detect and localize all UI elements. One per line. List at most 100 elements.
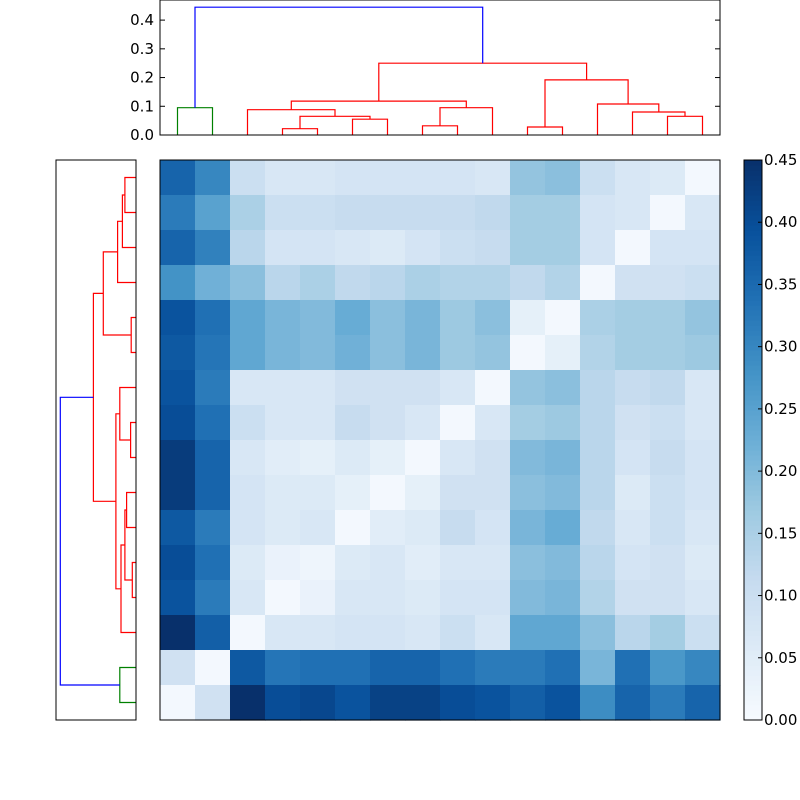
colorbar-segment bbox=[744, 685, 762, 691]
colorbar-segment bbox=[744, 640, 762, 646]
heatmap-cell bbox=[685, 370, 721, 406]
colorbar-segment bbox=[744, 595, 762, 601]
heatmap-cell bbox=[685, 440, 721, 476]
colorbar-segment bbox=[744, 550, 762, 556]
colorbar-segment bbox=[744, 590, 762, 596]
heatmap-cell bbox=[335, 615, 371, 651]
heatmap-cell bbox=[370, 405, 406, 441]
heatmap-cell bbox=[195, 370, 231, 406]
colorbar-segment bbox=[744, 530, 762, 536]
dendrogram-link bbox=[378, 62, 588, 102]
heatmap-cell bbox=[650, 265, 686, 301]
heatmap-cell bbox=[650, 230, 686, 266]
heatmap-cell bbox=[300, 475, 336, 511]
heatmap-cell bbox=[265, 230, 301, 266]
colorbar-segment bbox=[744, 545, 762, 551]
colorbar-segment bbox=[744, 380, 762, 386]
colorbar-segment bbox=[744, 220, 762, 226]
heatmap-cell bbox=[685, 510, 721, 546]
heatmap-cell bbox=[300, 265, 336, 301]
heatmap-cell bbox=[160, 580, 196, 616]
heatmap-cell bbox=[510, 545, 546, 581]
dendrogram-link bbox=[130, 316, 136, 354]
dendrogram-link bbox=[92, 292, 116, 502]
heatmap-cell bbox=[545, 510, 581, 546]
heatmap-cell bbox=[230, 405, 266, 441]
heatmap-cell bbox=[545, 615, 581, 651]
colorbar-segment bbox=[744, 490, 762, 496]
heatmap-cell bbox=[265, 545, 301, 581]
colorbar-tick-label: 0.20 bbox=[764, 462, 797, 480]
heatmap-cell bbox=[580, 265, 616, 301]
colorbar-segment bbox=[744, 575, 762, 581]
heatmap-cell bbox=[265, 160, 301, 196]
heatmap-cell bbox=[510, 195, 546, 231]
heatmap-cell bbox=[475, 650, 511, 686]
heatmap-cell bbox=[545, 545, 581, 581]
heatmap-cell bbox=[580, 405, 616, 441]
dendrogram-link bbox=[246, 109, 336, 135]
heatmap-cell bbox=[405, 545, 441, 581]
heatmap-cell bbox=[230, 685, 266, 721]
heatmap-cell bbox=[580, 615, 616, 651]
colorbar-segment bbox=[744, 480, 762, 486]
heatmap-cell bbox=[615, 230, 651, 266]
heatmap-cell bbox=[160, 335, 196, 371]
heatmap-cell bbox=[335, 265, 371, 301]
heatmap-cell bbox=[160, 440, 196, 476]
heatmap-cell bbox=[685, 545, 721, 581]
heatmap-cell bbox=[335, 300, 371, 336]
heatmap-cell bbox=[265, 195, 301, 231]
heatmap-cell bbox=[440, 405, 476, 441]
heatmap-cell bbox=[160, 300, 196, 336]
heatmap-cell bbox=[440, 265, 476, 301]
colorbar-segment bbox=[744, 330, 762, 336]
heatmap-cell bbox=[615, 405, 651, 441]
heatmap-cell bbox=[300, 685, 336, 721]
colorbar-segment bbox=[744, 495, 762, 501]
heatmap-cell bbox=[580, 440, 616, 476]
heatmap-cell bbox=[335, 545, 371, 581]
heatmap-cell bbox=[580, 685, 616, 721]
heatmap-cell bbox=[230, 545, 266, 581]
heatmap-cell bbox=[370, 440, 406, 476]
heatmap-cell bbox=[405, 405, 441, 441]
colorbar-segment bbox=[744, 445, 762, 451]
dendrogram-link bbox=[526, 126, 564, 135]
heatmap-cell bbox=[475, 370, 511, 406]
colorbar-segment bbox=[744, 420, 762, 426]
colorbar-segment bbox=[744, 390, 762, 396]
colorbar-segment bbox=[744, 215, 762, 221]
colorbar-segment bbox=[744, 320, 762, 326]
colorbar-segment bbox=[744, 630, 762, 636]
heatmap-cell bbox=[510, 615, 546, 651]
heatmap-cell bbox=[650, 510, 686, 546]
colorbar-segment bbox=[744, 455, 762, 461]
colorbar-segment bbox=[744, 615, 762, 621]
heatmap-cell bbox=[160, 230, 196, 266]
heatmap-cell bbox=[230, 335, 266, 371]
colorbar-segment bbox=[744, 160, 762, 166]
heatmap-cell bbox=[300, 545, 336, 581]
heatmap-cell bbox=[475, 405, 511, 441]
heatmap-cell bbox=[370, 510, 406, 546]
heatmap-cell bbox=[230, 440, 266, 476]
heatmap-cell bbox=[440, 615, 476, 651]
colorbar-segment bbox=[744, 635, 762, 641]
heatmap-cell bbox=[685, 335, 721, 371]
heatmap-cell bbox=[300, 195, 336, 231]
colorbar-segment bbox=[744, 190, 762, 196]
colorbar-segment bbox=[744, 295, 762, 301]
dendrogram-link bbox=[176, 107, 214, 135]
heatmap-cell bbox=[580, 230, 616, 266]
heatmap-cell bbox=[195, 685, 231, 721]
heatmap-cell bbox=[195, 230, 231, 266]
heatmap-cell bbox=[475, 335, 511, 371]
heatmap-cell bbox=[650, 580, 686, 616]
heatmap-cell bbox=[440, 160, 476, 196]
heatmap-cell bbox=[370, 370, 406, 406]
heatmap-cell bbox=[405, 370, 441, 406]
colorbar-segment bbox=[744, 275, 762, 281]
heatmap-cell bbox=[475, 615, 511, 651]
